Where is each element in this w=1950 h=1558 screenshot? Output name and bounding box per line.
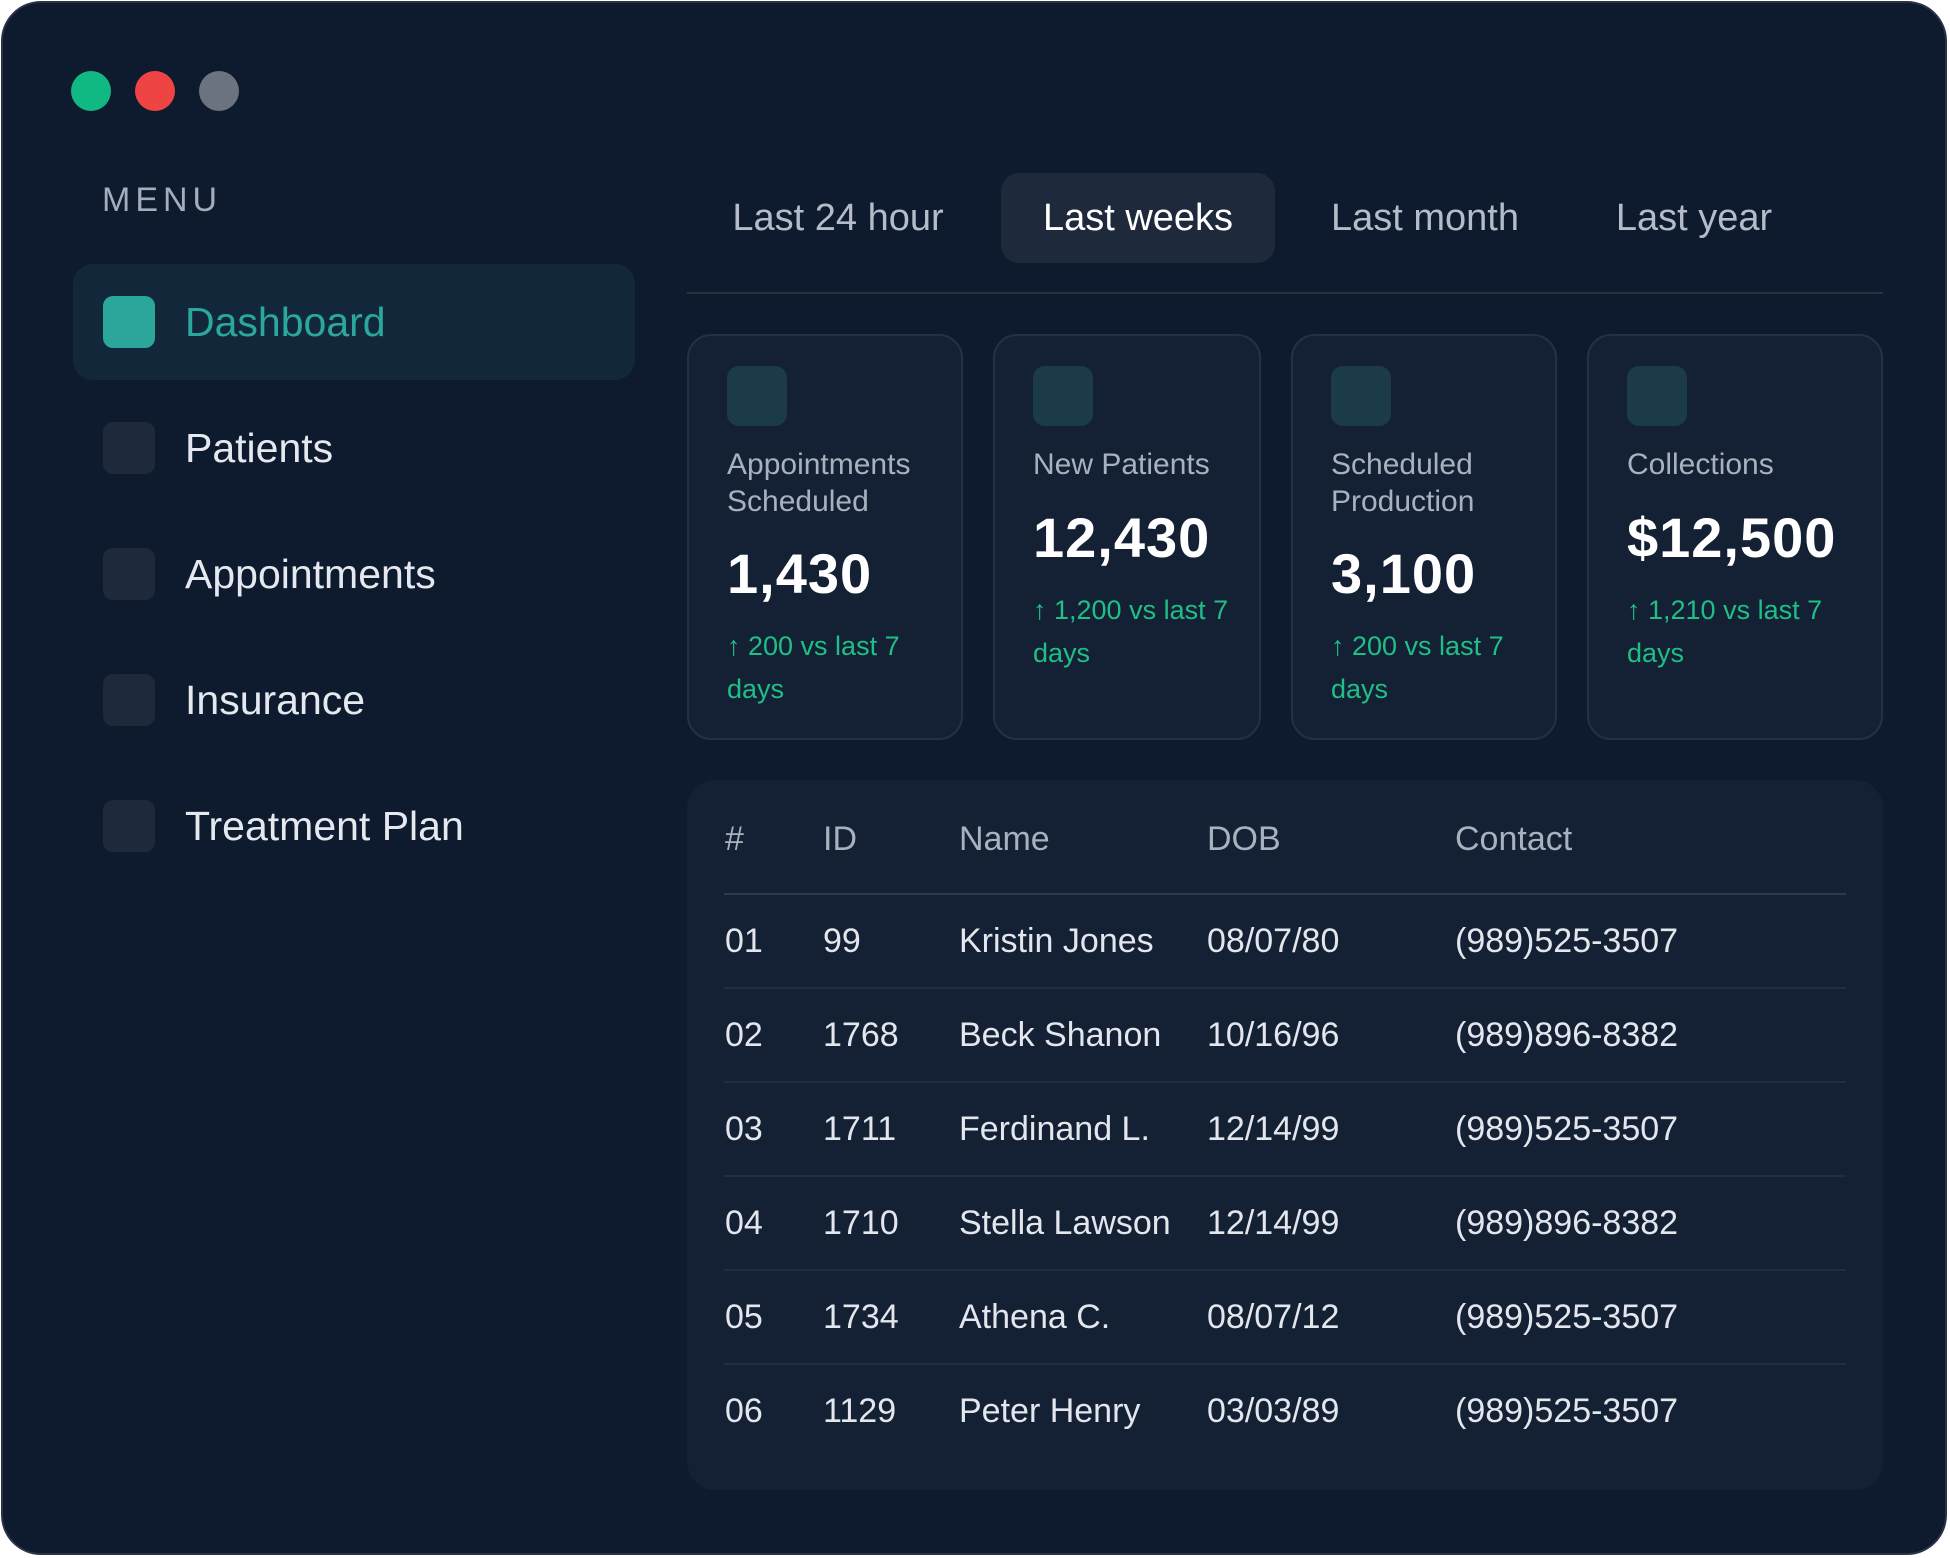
- insurance-icon: [103, 674, 155, 726]
- sidebar-item-patients[interactable]: Patients: [73, 390, 635, 506]
- column-header-number[interactable]: #: [725, 820, 744, 858]
- cell-contact: (989)525-3507: [1455, 1392, 1679, 1430]
- cell-dob: 12/14/99: [1207, 1204, 1340, 1242]
- cell-id: 1734: [823, 1298, 899, 1336]
- window-maximize-dot[interactable]: [199, 71, 239, 111]
- sidebar-item-insurance[interactable]: Insurance: [73, 642, 635, 758]
- row-divider: [724, 987, 1846, 989]
- table-row[interactable]: 04 1710 Stella Lawson 12/14/99 (989)896-…: [687, 1177, 1883, 1271]
- tab-last-24-hour[interactable]: Last 24 hour: [732, 197, 944, 239]
- row-divider: [724, 1363, 1846, 1365]
- cell-id: 99: [823, 922, 861, 960]
- window-minimize-dot[interactable]: [135, 71, 175, 111]
- stat-value: 3,100: [1331, 542, 1477, 605]
- dashboard-icon: [103, 296, 155, 348]
- stat-delta: ↑ 1,200 vs last 7 days: [1033, 595, 1229, 668]
- sidebar-item-label: Insurance: [185, 677, 366, 723]
- cell-number: 04: [725, 1204, 763, 1242]
- sidebar-item-dashboard[interactable]: Dashboard: [73, 264, 635, 380]
- tabs-divider: [687, 292, 1883, 294]
- cell-contact: (989)525-3507: [1455, 1298, 1679, 1336]
- production-icon: [1331, 366, 1391, 426]
- stat-card-appointments-scheduled: Appointments Scheduled 1,430 ↑ 200 vs la…: [687, 334, 963, 740]
- cell-name: Peter Henry: [959, 1392, 1141, 1430]
- appointments-icon: [103, 548, 155, 600]
- wallet-icon: [1627, 366, 1687, 426]
- column-header-dob[interactable]: DOB: [1207, 820, 1281, 858]
- tab-last-month[interactable]: Last month: [1331, 197, 1519, 239]
- cell-name: Kristin Jones: [959, 922, 1154, 960]
- stat-card-scheduled-production: Scheduled Production 3,100 ↑ 200 vs last…: [1291, 334, 1557, 740]
- row-divider: [724, 1175, 1846, 1177]
- stat-delta: ↑ 200 vs last 7 days: [1331, 631, 1504, 704]
- sidebar-item-label: Patients: [185, 425, 334, 471]
- stat-card-new-patients: New Patients 12,430 ↑ 1,200 vs last 7 da…: [993, 334, 1261, 740]
- row-divider: [724, 1081, 1846, 1083]
- cell-id: 1768: [823, 1016, 899, 1054]
- cell-name: Ferdinand L.: [959, 1110, 1150, 1148]
- stat-delta: ↑ 200 vs last 7 days: [727, 631, 900, 704]
- table-row[interactable]: 06 1129 Peter Henry 03/03/89 (989)525-35…: [687, 1365, 1883, 1459]
- cell-id: 1710: [823, 1204, 899, 1242]
- cell-dob: 10/16/96: [1207, 1016, 1340, 1054]
- cell-number: 05: [725, 1298, 763, 1336]
- cell-name: Stella Lawson: [959, 1204, 1171, 1242]
- patients-icon: [103, 422, 155, 474]
- cell-name: Beck Shanon: [959, 1016, 1162, 1054]
- window-close-dot[interactable]: [71, 71, 111, 111]
- column-header-name[interactable]: Name: [959, 820, 1050, 858]
- cell-number: 03: [725, 1110, 763, 1148]
- cell-name: Athena C.: [959, 1298, 1111, 1336]
- cell-contact: (989)525-3507: [1455, 922, 1679, 960]
- cell-dob: 08/07/12: [1207, 1298, 1340, 1336]
- stat-card-collections: Collections $12,500 ↑ 1,210 vs last 7 da…: [1587, 334, 1883, 740]
- sidebar-item-appointments[interactable]: Appointments: [73, 516, 635, 632]
- table-row[interactable]: 02 1768 Beck Shanon 10/16/96 (989)896-83…: [687, 989, 1883, 1083]
- cell-number: 01: [725, 922, 763, 960]
- table-row[interactable]: 01 99 Kristin Jones 08/07/80 (989)525-35…: [687, 895, 1883, 989]
- patients-table: # ID Name DOB Contact 01 99 Kristin Jone…: [687, 780, 1883, 1490]
- tab-last-weeks[interactable]: Last weeks: [1001, 173, 1275, 263]
- sidebar-item-treatment-plan[interactable]: Treatment Plan: [73, 768, 635, 884]
- calendar-icon: [727, 366, 787, 426]
- stat-label: Appointments Scheduled: [727, 448, 911, 518]
- menu-title: MENU: [102, 181, 223, 219]
- column-header-id[interactable]: ID: [823, 820, 857, 858]
- cell-id: 1129: [823, 1392, 897, 1430]
- stat-label: Collections: [1627, 448, 1774, 481]
- user-plus-icon: [1033, 366, 1093, 426]
- row-divider: [724, 1269, 1846, 1271]
- stat-label: New Patients: [1033, 448, 1210, 481]
- stat-value: 1,430: [727, 542, 873, 605]
- stat-value: 12,430: [1033, 506, 1211, 569]
- cell-dob: 08/07/80: [1207, 922, 1340, 960]
- cell-number: 06: [725, 1392, 763, 1430]
- stat-value: $12,500: [1627, 506, 1837, 569]
- cell-dob: 03/03/89: [1207, 1392, 1340, 1430]
- cell-contact: (989)896-8382: [1455, 1204, 1679, 1242]
- header-divider: [724, 893, 1846, 895]
- stat-label: Scheduled Production: [1331, 448, 1475, 518]
- table-row[interactable]: 03 1711 Ferdinand L. 12/14/99 (989)525-3…: [687, 1083, 1883, 1177]
- cell-dob: 12/14/99: [1207, 1110, 1340, 1148]
- sidebar-item-label: Dashboard: [185, 299, 386, 345]
- cell-contact: (989)525-3507: [1455, 1110, 1679, 1148]
- tab-last-year[interactable]: Last year: [1615, 197, 1773, 239]
- cell-id: 1711: [823, 1110, 897, 1148]
- treatment-plan-icon: [103, 800, 155, 852]
- sidebar-item-label: Appointments: [185, 551, 436, 597]
- table-row[interactable]: 05 1734 Athena C. 08/07/12 (989)525-3507: [687, 1271, 1883, 1365]
- sidebar-item-label: Treatment Plan: [185, 803, 464, 849]
- column-header-contact[interactable]: Contact: [1455, 820, 1573, 858]
- cell-contact: (989)896-8382: [1455, 1016, 1679, 1054]
- cell-number: 02: [725, 1016, 763, 1054]
- stat-delta: ↑ 1,210 vs last 7 days: [1627, 595, 1823, 668]
